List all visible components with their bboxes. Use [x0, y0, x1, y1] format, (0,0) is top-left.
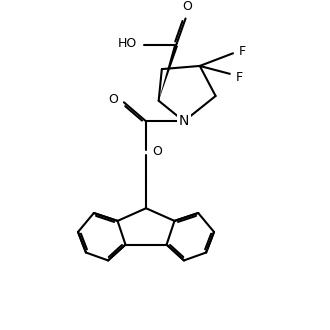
Text: O: O — [152, 145, 162, 158]
Text: O: O — [108, 93, 118, 106]
Text: F: F — [236, 71, 243, 83]
Polygon shape — [159, 45, 178, 101]
Text: O: O — [182, 0, 192, 13]
Text: HO: HO — [117, 37, 137, 50]
Text: N: N — [179, 114, 189, 128]
Text: F: F — [239, 45, 246, 58]
